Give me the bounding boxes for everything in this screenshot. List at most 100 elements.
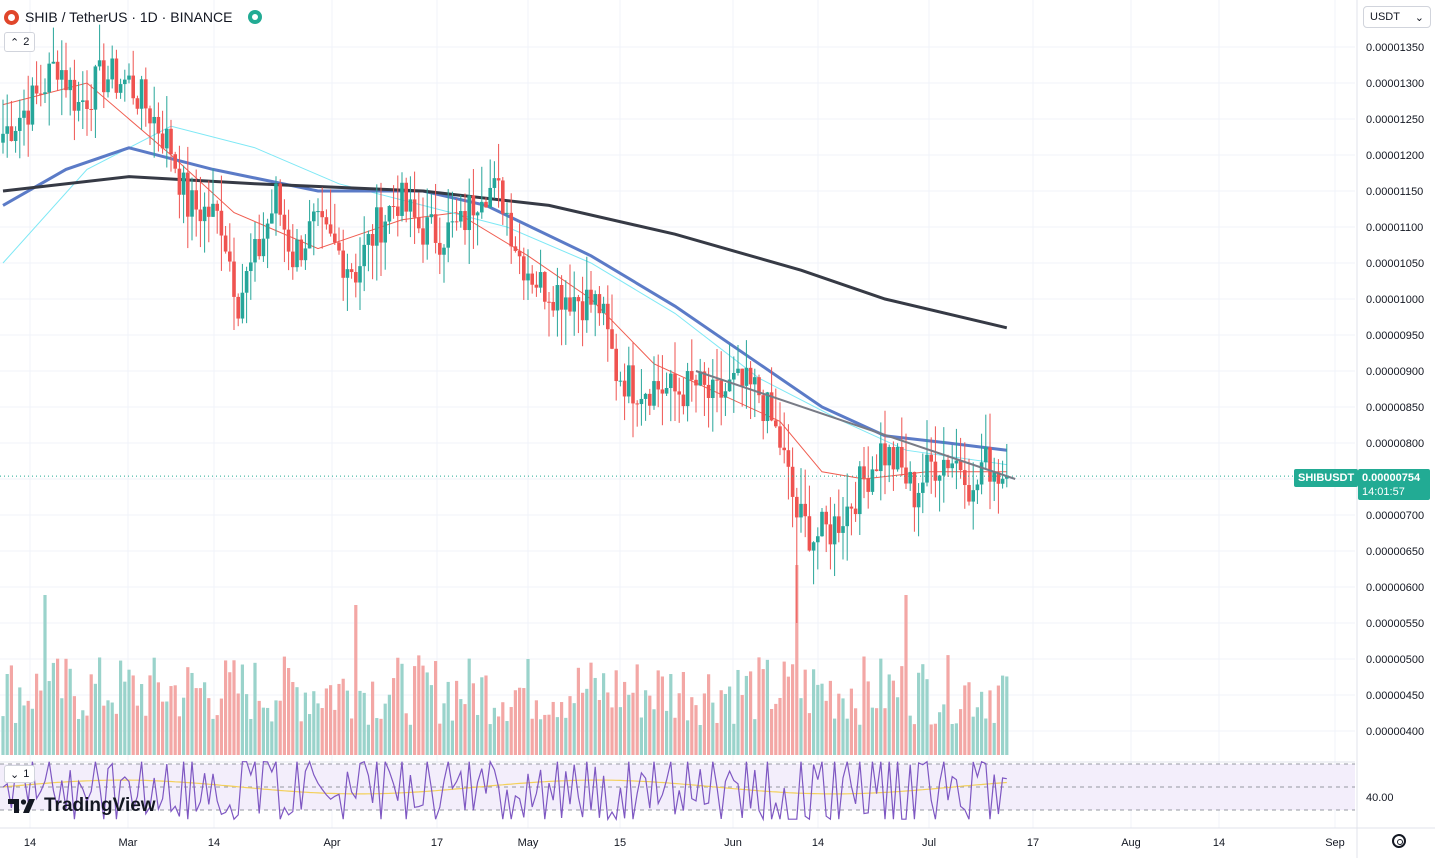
volume-bar [791,664,795,755]
candle-body [375,207,379,246]
volume-bar [539,719,543,755]
volume-bar [929,724,933,755]
volume-bar [417,655,421,755]
candle-body [958,460,963,471]
volume-bar [782,661,786,755]
candle-body [652,381,656,406]
volume-bar [837,693,841,755]
candle-body [312,211,316,222]
candle-body [975,484,980,491]
volume-bar [14,722,18,755]
candle-body [748,367,753,385]
candle-body [223,235,228,252]
volume-bar [660,676,664,755]
volume-bar [891,680,895,755]
price-axis-label: 0.00000700 [1366,510,1424,522]
volume-bar [51,662,55,755]
volume-bar [534,700,538,755]
volume-bar [173,685,177,755]
volume-bar [564,717,568,755]
candle-body [93,66,98,110]
volume-bar [639,717,643,755]
price-axis-label: 0.00000500 [1366,654,1424,666]
candle-body [18,117,22,131]
ma-line [2,82,1007,480]
candle-body [538,272,543,288]
volume-bar [753,719,757,755]
candle-body [9,126,14,142]
candle-body [85,100,89,109]
candle-body [207,206,211,217]
currency-select[interactable]: USDT ⌄ [1363,6,1431,28]
volume-bar [207,698,211,755]
candle-body [404,182,408,212]
volume-bar [278,700,282,755]
time-axis-label: 17 [431,837,443,849]
candle-body [127,75,131,80]
candle-body [778,426,782,448]
candle-body [173,154,177,169]
volume-bar [820,683,824,755]
volume-bar [673,717,677,755]
candle-body [715,379,719,381]
volume-bar [89,674,93,755]
volume-bar [623,681,627,755]
candle-body [22,110,26,118]
volume-bar [543,714,547,755]
symbol-title[interactable]: SHIB / TetherUS · 1D · BINANCE [25,9,233,25]
volume-bar [337,683,341,755]
candle-body [597,294,602,314]
candle-body [286,229,291,252]
rsi-toggle[interactable]: ⌄ 1 [4,765,36,783]
price-axis-label: 0.00000450 [1366,690,1424,702]
candle-body [379,207,383,243]
volume-bar [362,692,366,755]
candle-body [564,297,568,310]
candle-body [471,195,476,216]
volume-bar [425,672,429,755]
candle-body [55,61,60,80]
rsi-pane [0,759,1355,822]
volume-bar [610,707,614,755]
volume-bar [257,700,261,755]
candle-body [257,239,261,257]
volume-bar [245,694,249,755]
volume-bar [463,704,467,755]
chevron-down-icon: ⌄ [1414,11,1424,24]
volume-bar [518,687,522,755]
volume-bar [480,677,484,755]
price-axis-label: 0.00001150 [1366,186,1423,198]
candle-body [555,285,560,311]
candle-body [853,508,858,515]
candle-body [131,75,135,99]
volume-bar [719,690,723,755]
volume-bar [694,705,698,755]
candle-body [757,377,761,396]
volume-bar [732,723,736,755]
time-axis-label: Apr [323,837,340,849]
candle-body [383,221,387,243]
candle-body [694,379,698,386]
candle-body [673,373,677,392]
volume-bar [316,703,320,755]
price-axis-label: 0.00001300 [1366,78,1424,90]
volume-bar [148,675,152,755]
gear-icon[interactable] [1392,834,1406,848]
indicators-toggle[interactable]: ⌃ 2 [4,32,36,52]
volume-bar [236,693,240,755]
candlesticks [1,24,1009,623]
volume-bar [786,676,790,755]
volume-bar [904,595,908,755]
currency-value: USDT [1370,11,1400,23]
candle-body [782,447,786,451]
volume-bar [341,678,345,755]
volume-bar [219,698,223,755]
volume-bar [690,697,694,755]
candle-body [685,371,690,407]
tradingview-logo[interactable]: TradingView [8,795,156,817]
time-axis-label: May [518,837,539,849]
volume-bar [211,718,215,755]
candle-body [543,272,547,302]
candle-body [396,206,400,216]
